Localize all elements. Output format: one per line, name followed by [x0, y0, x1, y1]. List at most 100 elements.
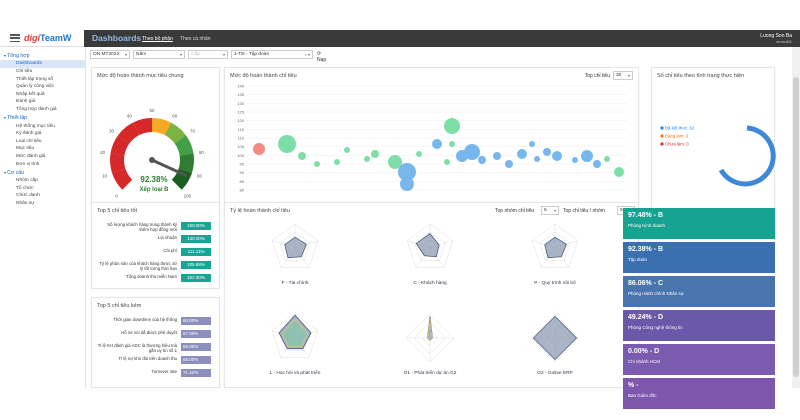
bubble-point: [444, 118, 460, 134]
status-dot: [660, 142, 664, 146]
y-tick: 125: [237, 110, 244, 115]
radar-grid: [531, 223, 579, 268]
kpi-value: 111.11%: [181, 248, 211, 256]
sidebar-item[interactable]: Chỉ tiêu: [16, 68, 33, 74]
bubble-point: [529, 141, 535, 147]
user-name[interactable]: Luong Son Ba: [760, 33, 792, 39]
radar-area: [544, 236, 567, 259]
y-tick: 80: [240, 188, 245, 193]
sidebar-item[interactable]: Nhóm cấp: [16, 178, 38, 184]
sidebar-group[interactable]: Tổng hợp: [4, 53, 85, 59]
table-row: Hồ sơ vòi dẫ được phê duyệt 67.00%: [97, 329, 213, 341]
gauge-hub: [149, 157, 155, 163]
bubble-point: [432, 139, 442, 149]
status-dot: [660, 126, 664, 130]
kpi-value: 102.00%: [181, 274, 211, 282]
summary-card[interactable]: 92.38% - B Tập đoàn: [623, 242, 775, 273]
bubble-point: [278, 135, 296, 153]
sidebar-item[interactable]: Tổng hợp đánh giá: [16, 106, 57, 112]
period-select[interactable]: ON MT2022 ▾: [90, 50, 130, 59]
scroll-thumb[interactable]: [793, 77, 799, 377]
bubble-point: [253, 143, 265, 155]
kpi-value: 66.00%: [181, 343, 211, 351]
sidebar-item[interactable]: Chức danh: [16, 193, 40, 199]
gauge-title: Mức độ hoàn thành mục tiêu chung: [97, 73, 184, 79]
summary-card[interactable]: % - Ban Giám đốc: [623, 378, 775, 409]
radar-area-secondary: [281, 319, 309, 347]
group-select[interactable]: 5 ▾: [541, 206, 559, 215]
kpi-name: Tỉ lệ nợ khó đòi trên doanh thu: [118, 356, 177, 361]
card-department: Tập đoàn: [628, 257, 648, 262]
sidebar-item[interactable]: Kỳ đánh giá: [16, 131, 42, 137]
radar-area: [415, 233, 440, 258]
chevron-down-icon: ▾: [179, 52, 182, 57]
bubble-panel: Mức độ hoàn thành chỉ tiêu Top chỉ tiêu …: [224, 67, 639, 219]
status-dot: [660, 134, 664, 138]
menu-icon[interactable]: [10, 34, 20, 43]
group-label: Top nhóm chỉ tiêu: [495, 208, 535, 214]
bubble-chart: 14013513012512011511010510095908580KPIKR…: [237, 84, 627, 214]
sidebar-item[interactable]: Mức đánh giá: [16, 153, 46, 159]
radar-title: Tỷ lệ hoàn thành chỉ tiêu: [230, 208, 290, 214]
cycle-select[interactable]: Năm ▾: [133, 50, 185, 59]
radar-title-label: O2 - Golive ERP: [537, 370, 572, 376]
sidebar-item[interactable]: Đánh giá: [16, 99, 36, 105]
load-button[interactable]: ⟳ Nạp: [317, 51, 327, 63]
sidebar-item[interactable]: Nhập kết quả: [16, 91, 45, 97]
summary-card[interactable]: 49.24% - D Phòng Công nghệ thông tin: [623, 310, 775, 341]
bubble-point: [364, 156, 370, 162]
kpi-value: 60.00%: [181, 317, 211, 325]
logo[interactable]: digiTeamW: [24, 33, 72, 43]
kpi-name: Thời gian downtime của hệ thống: [113, 317, 177, 322]
y-tick: 140: [237, 84, 244, 89]
radar-title-label: F - Tài chính: [282, 280, 309, 286]
card-department: Chi nhánh HCM: [628, 359, 661, 364]
kpi-name: Turnover rate: [151, 369, 177, 374]
y-tick: 100: [237, 153, 244, 158]
bubble-point: [400, 177, 414, 191]
sidebar-item[interactable]: Quản lý công việc: [16, 84, 55, 90]
summary-card[interactable]: 86.06% - C Phòng Hành chính Nhân sự: [623, 276, 775, 307]
y-tick: 120: [237, 118, 244, 123]
sidebar-item[interactable]: Thiết lập trọng số: [16, 76, 54, 82]
table-row: Thời gian downtime của hệ thống 60.00%: [97, 316, 213, 328]
radar-panel: Tỷ lệ hoàn thành chỉ tiêu Top nhóm chỉ t…: [224, 202, 639, 388]
page-title: Dashboards: [92, 33, 142, 43]
org-select[interactable]: 1-TĐ - Tập đoàn × ▾: [231, 50, 313, 59]
gauge-tick: 20: [100, 150, 106, 155]
sidebar-item[interactable]: Hệ thống mục tiêu: [16, 123, 55, 129]
kpi-name: Tỷ lệ phàn nàn của khách hàng được xử lý…: [99, 261, 177, 271]
gauge-tick: 90: [197, 173, 203, 178]
sidebar-group[interactable]: Cơ cấu: [4, 170, 85, 176]
summary-card[interactable]: 97.48% - B Phòng Kinh doanh: [623, 208, 775, 239]
sidebar-item[interactable]: Đơn vị tính: [16, 161, 40, 167]
sidebar-item[interactable]: Dashboards: [0, 60, 85, 68]
kpi-value: 66.00%: [181, 356, 211, 364]
gauge-segment: [171, 168, 192, 190]
card-percent: 0.00% - D: [628, 348, 660, 355]
sidebar-item[interactable]: Nhân sự: [16, 200, 35, 206]
y-tick: 90: [240, 170, 245, 175]
sidebar-item[interactable]: Loại chỉ tiêu: [16, 138, 42, 144]
sidebar-item[interactable]: Tổ chức: [16, 185, 34, 191]
scrollbar[interactable]: [792, 47, 800, 388]
bubble-point: [614, 167, 624, 177]
summary-card[interactable]: 0.00% - D Chi nhánh HCM: [623, 344, 775, 375]
y-tick: 95: [240, 162, 245, 167]
top-indicator-select[interactable]: 30 ▾: [613, 71, 633, 80]
y-tick: 135: [237, 92, 244, 97]
y-tick: 85: [240, 179, 245, 184]
top-bad-title: Top 5 chỉ tiêu kém: [97, 303, 142, 309]
bubble-point: [505, 160, 513, 168]
card-department: Ban Giám đốc: [628, 393, 657, 398]
bubble-point: [344, 147, 350, 153]
gauge-segment: [174, 135, 194, 156]
sidebar-group[interactable]: Thiết lập: [4, 115, 85, 121]
sidebar-item[interactable]: Mục tiêu: [16, 146, 35, 152]
gauge-panel: Mức độ hoàn thành mục tiêu chung 0 10 20 30…: [91, 67, 220, 219]
app: digiTeamW Dashboards Theo bộ phận Theo c…: [0, 30, 800, 409]
tab-individual[interactable]: Theo cá nhân: [180, 36, 211, 42]
tab-department[interactable]: Theo bộ phận: [142, 36, 173, 42]
donut-arc: [718, 125, 776, 187]
level-select[interactable]: Cấp ▾: [188, 50, 228, 59]
